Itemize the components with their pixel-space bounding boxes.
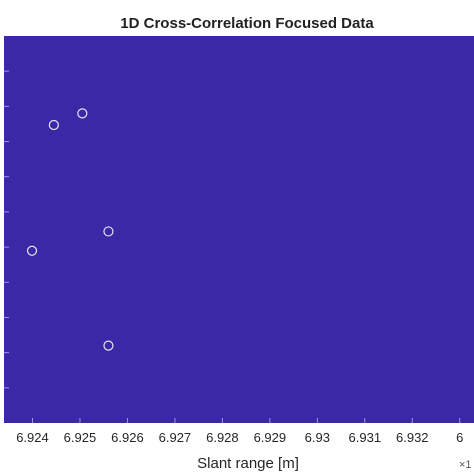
chart-title: 1D Cross-Correlation Focused Data <box>120 15 374 32</box>
x-tick-label: 6.932 <box>396 430 429 445</box>
x-tick-label: 6.926 <box>111 430 144 445</box>
x-axis-label: Slant range [m] <box>197 455 299 472</box>
x-tick-label: 6.925 <box>64 430 97 445</box>
x-tick-label: 6.929 <box>254 430 287 445</box>
x-axis-ticks: 6.924 6.925 6.926 6.927 6.928 6.929 6.93 6.931 6… <box>16 418 463 445</box>
x-tick-label: 6.928 <box>206 430 239 445</box>
data-points <box>26 108 114 351</box>
data-point <box>103 226 114 237</box>
y-axis-ticks <box>4 70 9 389</box>
plot-area <box>4 36 474 423</box>
x-tick-label: 6.931 <box>349 430 382 445</box>
x-axis-exponent-marker: ×1 <box>459 459 472 471</box>
data-point <box>103 340 114 351</box>
x-tick-label: 6 <box>456 430 463 445</box>
x-tick-label: 6.93 <box>305 430 330 445</box>
data-point <box>48 119 59 131</box>
data-point <box>26 245 38 256</box>
x-tick-label: 6.927 <box>159 430 192 445</box>
data-point <box>77 108 88 119</box>
x-tick-label: 6.924 <box>16 430 49 445</box>
